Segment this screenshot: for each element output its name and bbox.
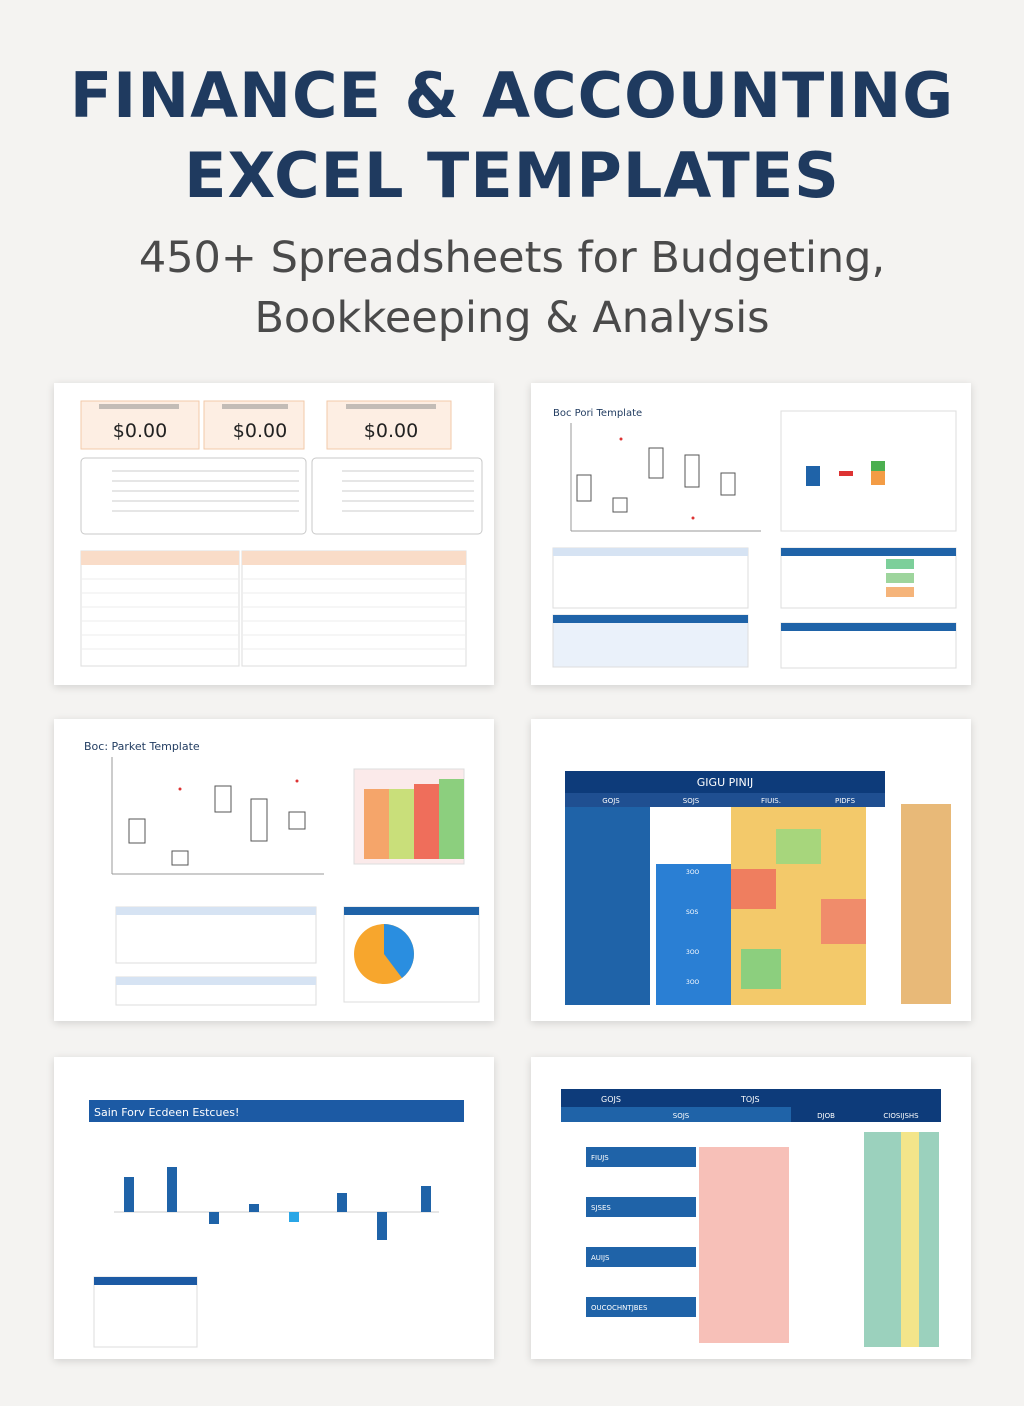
heatmap-col-1: GOJS [602, 797, 620, 805]
heatmap-grid [731, 807, 866, 1005]
variance-bars [114, 1167, 439, 1240]
kpi-value-1: $0.00 [113, 420, 167, 442]
heatmap-col-3: FIUIS. [761, 797, 781, 805]
kpi-value-3: $0.00 [364, 420, 418, 442]
stats-table-left [552, 547, 749, 668]
template-card-summary-dashboard[interactable]: $0.00 $0.00 $0.00 [54, 383, 494, 685]
subtitle-line-1: 450+ Spreadsheets for Budgeting, [138, 233, 886, 283]
ledger-subheader: SOJS [673, 1112, 690, 1120]
data-table-right [241, 550, 467, 667]
title-line-1: FINANCE & ACCOUNTING [69, 59, 955, 132]
template-card-ledger[interactable]: GOJS TOJS SOJS DJOB CIOSIJSHS FIUJS SJSE… [531, 1057, 971, 1359]
stats-table-right [780, 547, 957, 669]
ledger-row-1: FIUJS [591, 1154, 609, 1162]
heatmap-col-2: SOJS [683, 797, 700, 805]
template-card-heatmap[interactable]: GIGU PINIJ GOJS SOJS FIUIS. PIDFS 3OO SO… [531, 719, 971, 1021]
heatmap-col-4: PIDFS [835, 797, 856, 805]
ledger-header-mid: TOJS [740, 1095, 760, 1104]
heatmap-value-2: SOS [686, 909, 699, 916]
line-chart-panel-left [80, 457, 307, 535]
ledger-row-3: AUIJS [591, 1254, 610, 1262]
ledger-header-left: GOJS [601, 1095, 621, 1104]
template-card-box-plot[interactable]: Boc Pori Template [531, 383, 971, 685]
ledger-preview: GOJS TOJS SOJS DJOB CIOSIJSHS FIUJS SJSE… [531, 1057, 971, 1359]
line-chart-panel-right [311, 457, 483, 535]
variance-chart-preview: Sain Forv Ecdeen Estcues! [54, 1057, 494, 1359]
heatmap-value-3: 3OO [686, 949, 700, 956]
variance-chart-title: Sain Forv Ecdeen Estcues! [94, 1106, 239, 1119]
page-title: FINANCE & ACCOUNTING EXCEL TEMPLATES [0, 0, 1024, 216]
box-plot-chart [570, 423, 761, 532]
template-card-variance-chart[interactable]: Sain Forv Ecdeen Estcues! [54, 1057, 494, 1359]
ledger-row-2: SJSES [591, 1204, 611, 1212]
summary-dashboard-preview: $0.00 $0.00 $0.00 [54, 383, 494, 685]
template-card-box-parket[interactable]: Boc: Parket Template [54, 719, 494, 1021]
hero-header: FINANCE & ACCOUNTING EXCEL TEMPLATES 450… [0, 0, 1024, 348]
ledger-column-1: DJOB [817, 1112, 835, 1120]
box-plot-preview: Boc Pori Template [531, 383, 971, 685]
heatmap-header: GIGU PINIJ [697, 776, 753, 789]
kpi-value-2: $0.00 [233, 420, 287, 442]
ledger-row-4: OUCOCHNTJBES [591, 1304, 648, 1312]
heatmap-mini [353, 768, 465, 865]
box-parket-title: Boc: Parket Template [84, 740, 200, 753]
ledger-column-2: CIOSIJSHS [883, 1112, 919, 1120]
box-parket-preview: Boc: Parket Template [54, 719, 494, 1021]
box-plot-title: Boc Pori Template [553, 408, 642, 419]
heatmap-value-1: 3OO [686, 869, 700, 876]
waterfall-mini-chart [780, 410, 957, 532]
summary-table-mini [115, 906, 317, 1006]
title-line-2: EXCEL TEMPLATES [184, 139, 840, 212]
subtitle-line-2: Bookkeeping & Analysis [254, 293, 770, 343]
box-parket-chart [111, 757, 324, 875]
kpi-card-1: $0.00 [80, 400, 200, 450]
kpi-card-2: $0.00 [203, 400, 305, 450]
page-subtitle: 450+ Spreadsheets for Budgeting, Bookkee… [0, 228, 1024, 348]
kpi-card-3: $0.00 [326, 400, 452, 450]
heatmap-value-4: 3OO [686, 979, 700, 986]
heatmap-preview: GIGU PINIJ GOJS SOJS FIUIS. PIDFS 3OO SO… [531, 719, 971, 1021]
data-table-left [80, 550, 240, 667]
pie-chart-mini [343, 906, 480, 1003]
